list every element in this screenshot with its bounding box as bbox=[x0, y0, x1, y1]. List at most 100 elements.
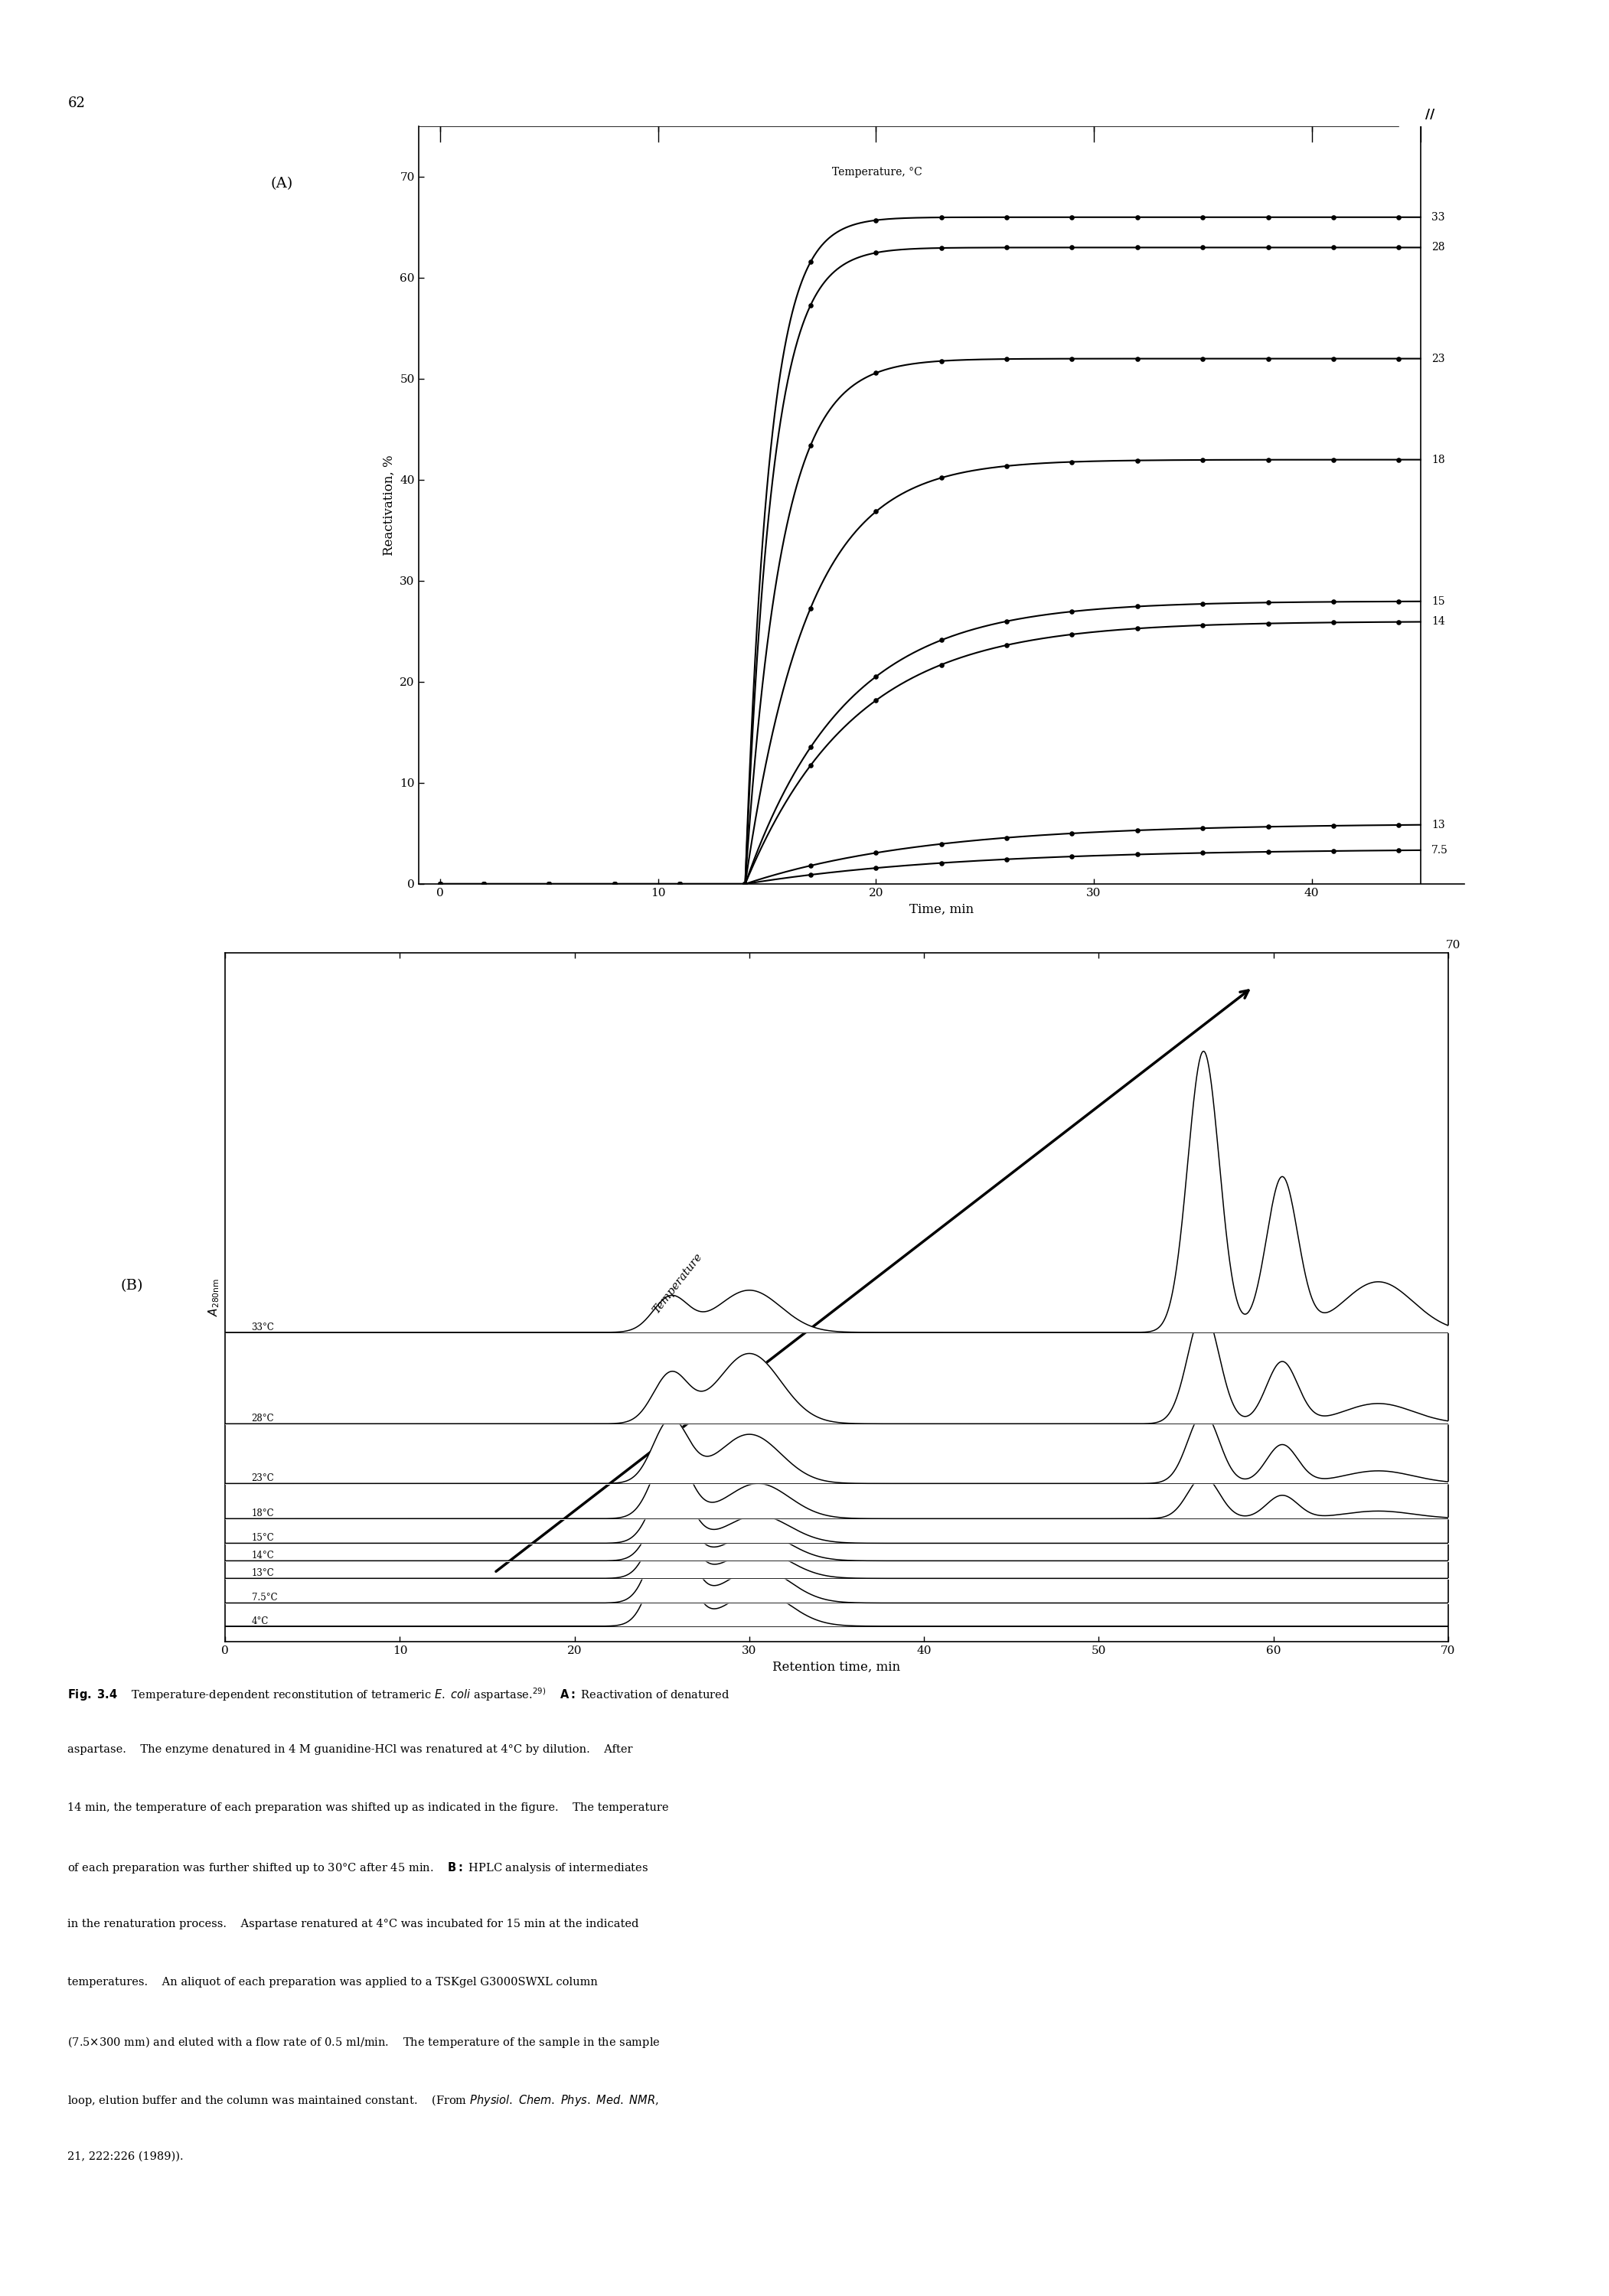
Point bbox=[668, 866, 693, 902]
Text: 62: 62 bbox=[68, 96, 85, 110]
Point bbox=[1059, 615, 1084, 652]
Point bbox=[668, 866, 693, 902]
Text: aspartase.    The enzyme denatured in 4 M guanidine-HCl was renatured at 4°C by : aspartase. The enzyme denatured in 4 M g… bbox=[68, 1745, 632, 1754]
Point bbox=[798, 427, 824, 464]
Point bbox=[471, 866, 497, 902]
Text: in the renaturation process.    Aspartase renatured at 4°C was incubated for 15 : in the renaturation process. Aspartase r… bbox=[68, 1919, 639, 1929]
Point bbox=[928, 459, 954, 496]
Point bbox=[1125, 588, 1150, 625]
Point bbox=[1385, 230, 1411, 266]
Point bbox=[536, 866, 562, 902]
Text: (7.5$\times$300 mm) and eluted with a flow rate of 0.5 ml/min.    The temperatur: (7.5$\times$300 mm) and eluted with a fl… bbox=[68, 2034, 661, 2050]
Point bbox=[428, 866, 454, 902]
Text: temperatures.    An aliquot of each preparation was applied to a TSKgel G3000SWX: temperatures. An aliquot of each prepara… bbox=[68, 1977, 599, 1988]
Point bbox=[471, 866, 497, 902]
Point bbox=[732, 866, 758, 902]
Point bbox=[602, 866, 628, 902]
Point bbox=[471, 866, 497, 902]
Point bbox=[1255, 583, 1281, 620]
Point bbox=[994, 840, 1020, 877]
Point bbox=[928, 647, 954, 684]
Point bbox=[668, 866, 693, 902]
Point bbox=[1255, 808, 1281, 845]
Point bbox=[428, 866, 454, 902]
Y-axis label: $A_{280\rm{nm}}$: $A_{280\rm{nm}}$ bbox=[206, 1279, 220, 1316]
Text: $\bf{Fig.}$ $\bf{3.4}$    Temperature-dependent reconstitution of tetrameric $\i: $\bf{Fig.}$ $\bf{3.4}$ Temperature-depen… bbox=[68, 1685, 730, 1704]
Point bbox=[1125, 611, 1150, 647]
Point bbox=[536, 866, 562, 902]
Point bbox=[536, 866, 562, 902]
Point bbox=[1321, 340, 1347, 377]
Point bbox=[1321, 441, 1347, 478]
Point bbox=[602, 866, 628, 902]
Text: 13°C: 13°C bbox=[251, 1568, 274, 1577]
Point bbox=[1385, 583, 1411, 620]
Text: 13: 13 bbox=[1432, 820, 1445, 831]
Point bbox=[1191, 441, 1216, 478]
Point bbox=[1125, 230, 1150, 266]
Point bbox=[471, 866, 497, 902]
Text: 18°C: 18°C bbox=[251, 1508, 274, 1518]
Point bbox=[536, 866, 562, 902]
Text: 14 min, the temperature of each preparation was shifted up as indicated in the f: 14 min, the temperature of each preparat… bbox=[68, 1802, 669, 1814]
Text: 28°C: 28°C bbox=[251, 1414, 274, 1424]
Point bbox=[732, 866, 758, 902]
Point bbox=[994, 448, 1020, 484]
Point bbox=[1385, 604, 1411, 641]
Point bbox=[1321, 808, 1347, 845]
Point bbox=[994, 627, 1020, 664]
Point bbox=[668, 866, 693, 902]
Point bbox=[1255, 833, 1281, 870]
Point bbox=[732, 866, 758, 902]
Point bbox=[1385, 200, 1411, 236]
Point bbox=[1255, 340, 1281, 377]
Point bbox=[1191, 833, 1216, 870]
Point bbox=[602, 866, 628, 902]
Point bbox=[428, 866, 454, 902]
Point bbox=[1059, 592, 1084, 629]
Point bbox=[928, 200, 954, 236]
Text: 15: 15 bbox=[1432, 597, 1445, 606]
Point bbox=[536, 866, 562, 902]
Point bbox=[471, 866, 497, 902]
Text: //: // bbox=[1426, 108, 1434, 122]
Point bbox=[928, 827, 954, 863]
Point bbox=[471, 866, 497, 902]
X-axis label: Retention time, min: Retention time, min bbox=[772, 1660, 901, 1674]
Text: 33: 33 bbox=[1432, 211, 1445, 223]
Point bbox=[428, 866, 454, 902]
Point bbox=[798, 728, 824, 765]
Text: 18: 18 bbox=[1432, 455, 1445, 466]
Point bbox=[994, 340, 1020, 377]
Point bbox=[1125, 340, 1150, 377]
Point bbox=[536, 866, 562, 902]
Point bbox=[1255, 606, 1281, 643]
Point bbox=[1125, 200, 1150, 236]
Point bbox=[862, 234, 888, 271]
Point bbox=[994, 820, 1020, 856]
Point bbox=[1125, 836, 1150, 872]
Text: Temperature, °C: Temperature, °C bbox=[832, 168, 922, 177]
Point bbox=[428, 866, 454, 902]
Point bbox=[994, 604, 1020, 641]
Point bbox=[1255, 441, 1281, 478]
Point bbox=[668, 866, 693, 902]
Point bbox=[862, 850, 888, 886]
Point bbox=[862, 494, 888, 530]
Point bbox=[928, 622, 954, 659]
Point bbox=[1385, 831, 1411, 868]
Point bbox=[1191, 810, 1216, 847]
Point bbox=[928, 230, 954, 266]
Point bbox=[994, 200, 1020, 236]
Text: 23: 23 bbox=[1432, 354, 1445, 365]
Point bbox=[862, 833, 888, 870]
Point bbox=[1321, 583, 1347, 620]
Point bbox=[928, 342, 954, 379]
Point bbox=[471, 866, 497, 902]
Point bbox=[1059, 838, 1084, 875]
Point bbox=[536, 866, 562, 902]
Point bbox=[602, 866, 628, 902]
Point bbox=[1321, 604, 1347, 641]
Text: 14°C: 14°C bbox=[251, 1550, 274, 1561]
Point bbox=[732, 866, 758, 902]
